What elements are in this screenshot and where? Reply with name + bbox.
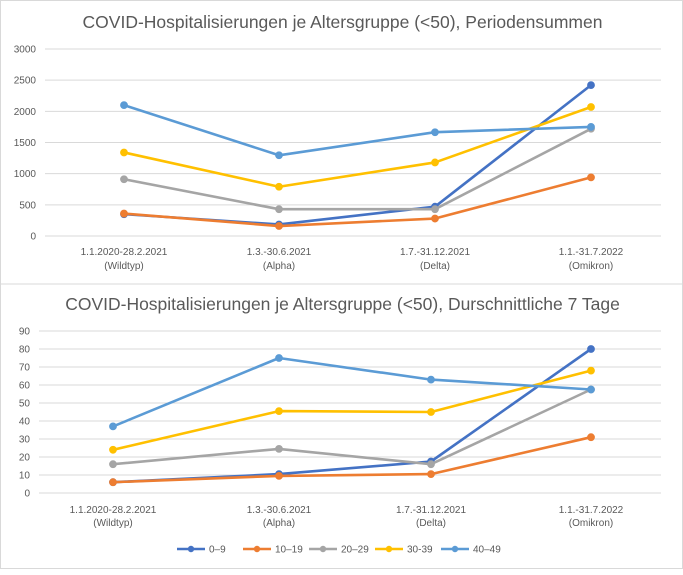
data-point [275, 182, 283, 191]
data-point [275, 354, 283, 362]
y-tick-label: 20 [19, 453, 31, 464]
chart-1: COVID-Hospitalisierungen je Altersgruppe… [14, 12, 661, 272]
legend-label: 30-39 [407, 545, 433, 556]
y-tick-label: 90 [19, 327, 31, 338]
y-tick-label: 1500 [14, 138, 37, 149]
y-tick-label: 70 [19, 363, 31, 374]
data-point [120, 175, 128, 184]
data-point [275, 472, 283, 480]
data-point [427, 460, 435, 469]
data-point [587, 123, 595, 131]
data-point [587, 81, 595, 90]
legend-marker [319, 545, 327, 553]
x-category-label: 1.1.2020-28.2.2021 [70, 505, 157, 516]
y-tick-label: 60 [19, 381, 31, 392]
legend: 0–9 10–19 20–29 30-39 40–49 [177, 545, 501, 556]
data-point [275, 407, 283, 416]
data-point [120, 148, 128, 157]
data-point [431, 128, 439, 137]
y-tick-label: 80 [19, 345, 31, 356]
x-category-sublabel: (Delta) [416, 518, 446, 529]
data-point [427, 375, 435, 384]
legend-label: 20–29 [341, 545, 369, 556]
data-point [427, 470, 435, 479]
legend-marker [187, 545, 195, 553]
legend-label: 10–19 [275, 545, 303, 556]
data-point [587, 173, 595, 182]
data-point [275, 205, 283, 214]
data-point [587, 103, 595, 111]
series-line-20–29 [122, 127, 593, 211]
x-category-sublabel: (Wildtyp) [93, 518, 132, 529]
data-point [275, 222, 283, 230]
x-category-label: 1.1.-31.7.2022 [559, 505, 624, 516]
data-point [120, 209, 128, 218]
y-tick-label: 30 [19, 435, 31, 446]
y-tick-label: 2000 [14, 107, 37, 118]
chart-title: COVID-Hospitalisierungen je Altersgruppe… [65, 294, 620, 314]
data-point [431, 205, 439, 214]
y-tick-label: 3000 [14, 45, 37, 56]
y-tick-label: 2500 [14, 76, 37, 87]
data-point [587, 385, 595, 394]
x-category-label: 1.1.-31.7.2022 [559, 247, 624, 258]
y-tick-label: 0 [24, 489, 30, 500]
y-tick-label: 0 [30, 232, 36, 243]
legend-label: 40–49 [473, 545, 501, 556]
y-tick-label: 1000 [14, 169, 37, 180]
series-line-30-39 [111, 369, 593, 452]
y-tick-label: 500 [19, 200, 36, 211]
series-line-40–49 [122, 103, 593, 157]
y-tick-label: 40 [19, 417, 31, 428]
legend-marker [451, 545, 459, 553]
x-category-sublabel: (Delta) [420, 261, 450, 272]
x-category-sublabel: (Alpha) [263, 518, 295, 529]
x-category-label: 1.1.2020-28.2.2021 [81, 247, 168, 258]
data-point [431, 214, 439, 223]
series-line-20–29 [111, 388, 593, 466]
series-line-0–9 [122, 83, 593, 226]
legend-label: 0–9 [209, 545, 226, 556]
data-point [587, 345, 595, 353]
x-category-label: 1.7.-31.12.2021 [400, 247, 470, 258]
data-point [275, 151, 283, 160]
x-category-label: 1.3.-30.6.2021 [247, 247, 312, 258]
series-line-30-39 [122, 105, 593, 189]
x-category-sublabel: (Omikron) [569, 261, 613, 272]
x-category-sublabel: (Omikron) [569, 518, 613, 529]
data-point [275, 445, 283, 453]
x-category-label: 1.3.-30.6.2021 [247, 505, 312, 516]
data-point [587, 433, 595, 442]
data-point [120, 101, 128, 109]
data-point [109, 445, 117, 454]
legend-marker [253, 545, 261, 553]
x-category-label: 1.7.-31.12.2021 [396, 505, 466, 516]
chart-2: COVID-Hospitalisierungen je Altersgruppe… [19, 294, 661, 556]
y-tick-label: 10 [19, 471, 31, 482]
data-point [431, 158, 439, 167]
data-point [109, 478, 117, 487]
data-point [587, 366, 595, 375]
x-category-sublabel: (Alpha) [263, 261, 295, 272]
y-tick-label: 50 [19, 399, 31, 410]
series-line-10–19 [122, 176, 593, 228]
series-line-40–49 [111, 356, 593, 428]
series-line-10–19 [111, 435, 593, 484]
legend-marker [385, 545, 393, 553]
data-point [109, 460, 117, 469]
x-category-sublabel: (Wildtyp) [104, 261, 143, 272]
data-point [109, 422, 117, 431]
chart-title: COVID-Hospitalisierungen je Altersgruppe… [83, 12, 603, 32]
data-point [427, 408, 435, 416]
